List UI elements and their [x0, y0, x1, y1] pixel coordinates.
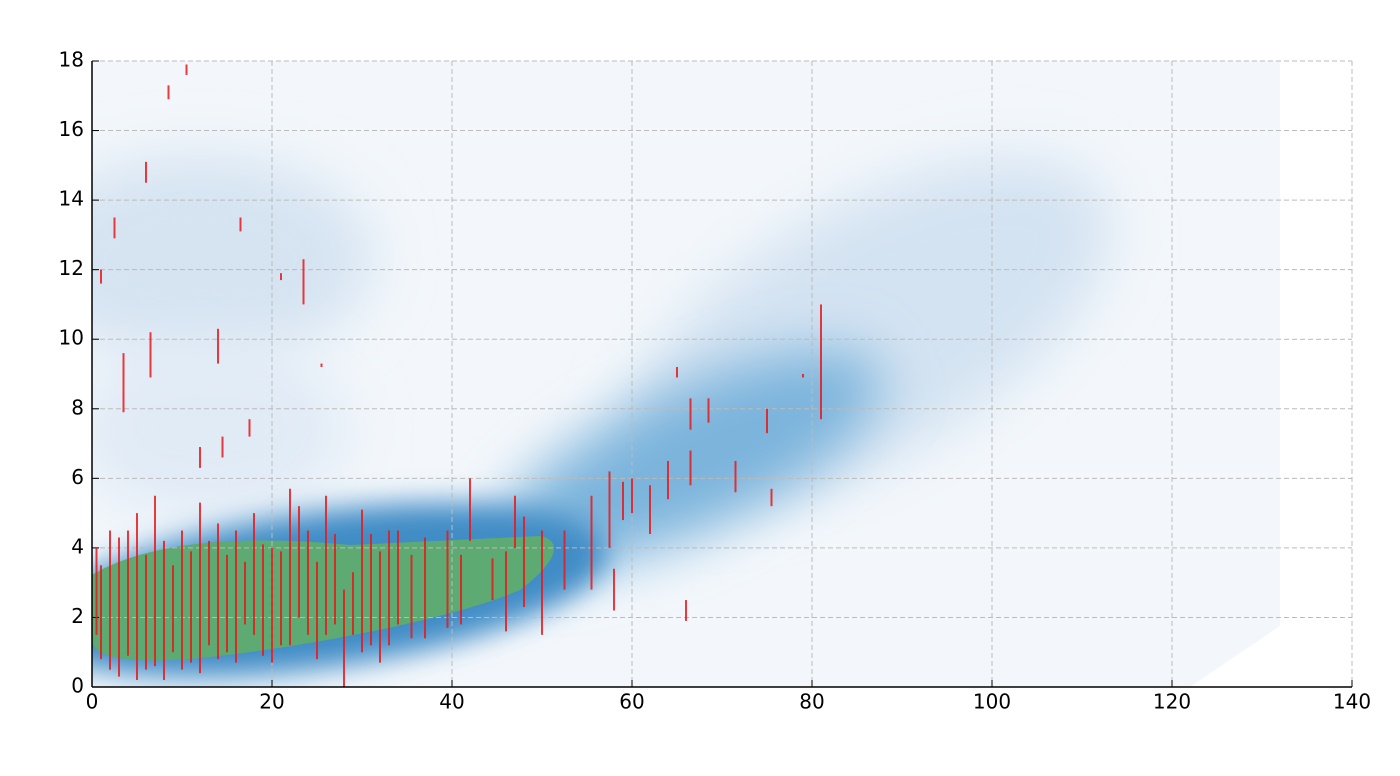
- y-tick-label: 6: [71, 465, 84, 489]
- x-tick-label: 80: [799, 690, 824, 714]
- y-tick-label: 18: [59, 48, 84, 72]
- density: [92, 61, 1280, 687]
- y-tick-label: 8: [71, 395, 84, 419]
- y-tick-label: 2: [71, 604, 84, 628]
- x-tick-label: 140: [1333, 690, 1371, 714]
- density-region: [92, 154, 375, 364]
- x-tick-label: 100: [973, 690, 1011, 714]
- x-tick-label: 20: [259, 690, 284, 714]
- segments: [95, 64, 822, 687]
- x-tick-label: 0: [86, 690, 99, 714]
- x-tick-label: 60: [619, 690, 644, 714]
- y-tick-label: 14: [59, 187, 84, 211]
- y-tick-label: 0: [71, 674, 84, 698]
- y-tick-label: 4: [71, 534, 84, 558]
- y-tick-label: 12: [59, 256, 84, 280]
- x-tick-label: 40: [439, 690, 464, 714]
- density-region: [92, 340, 350, 520]
- y-tick-label: 10: [59, 326, 84, 350]
- y-tick-label: 16: [59, 117, 84, 141]
- density-core: [92, 536, 554, 661]
- x-tick-label: 120: [1153, 690, 1191, 714]
